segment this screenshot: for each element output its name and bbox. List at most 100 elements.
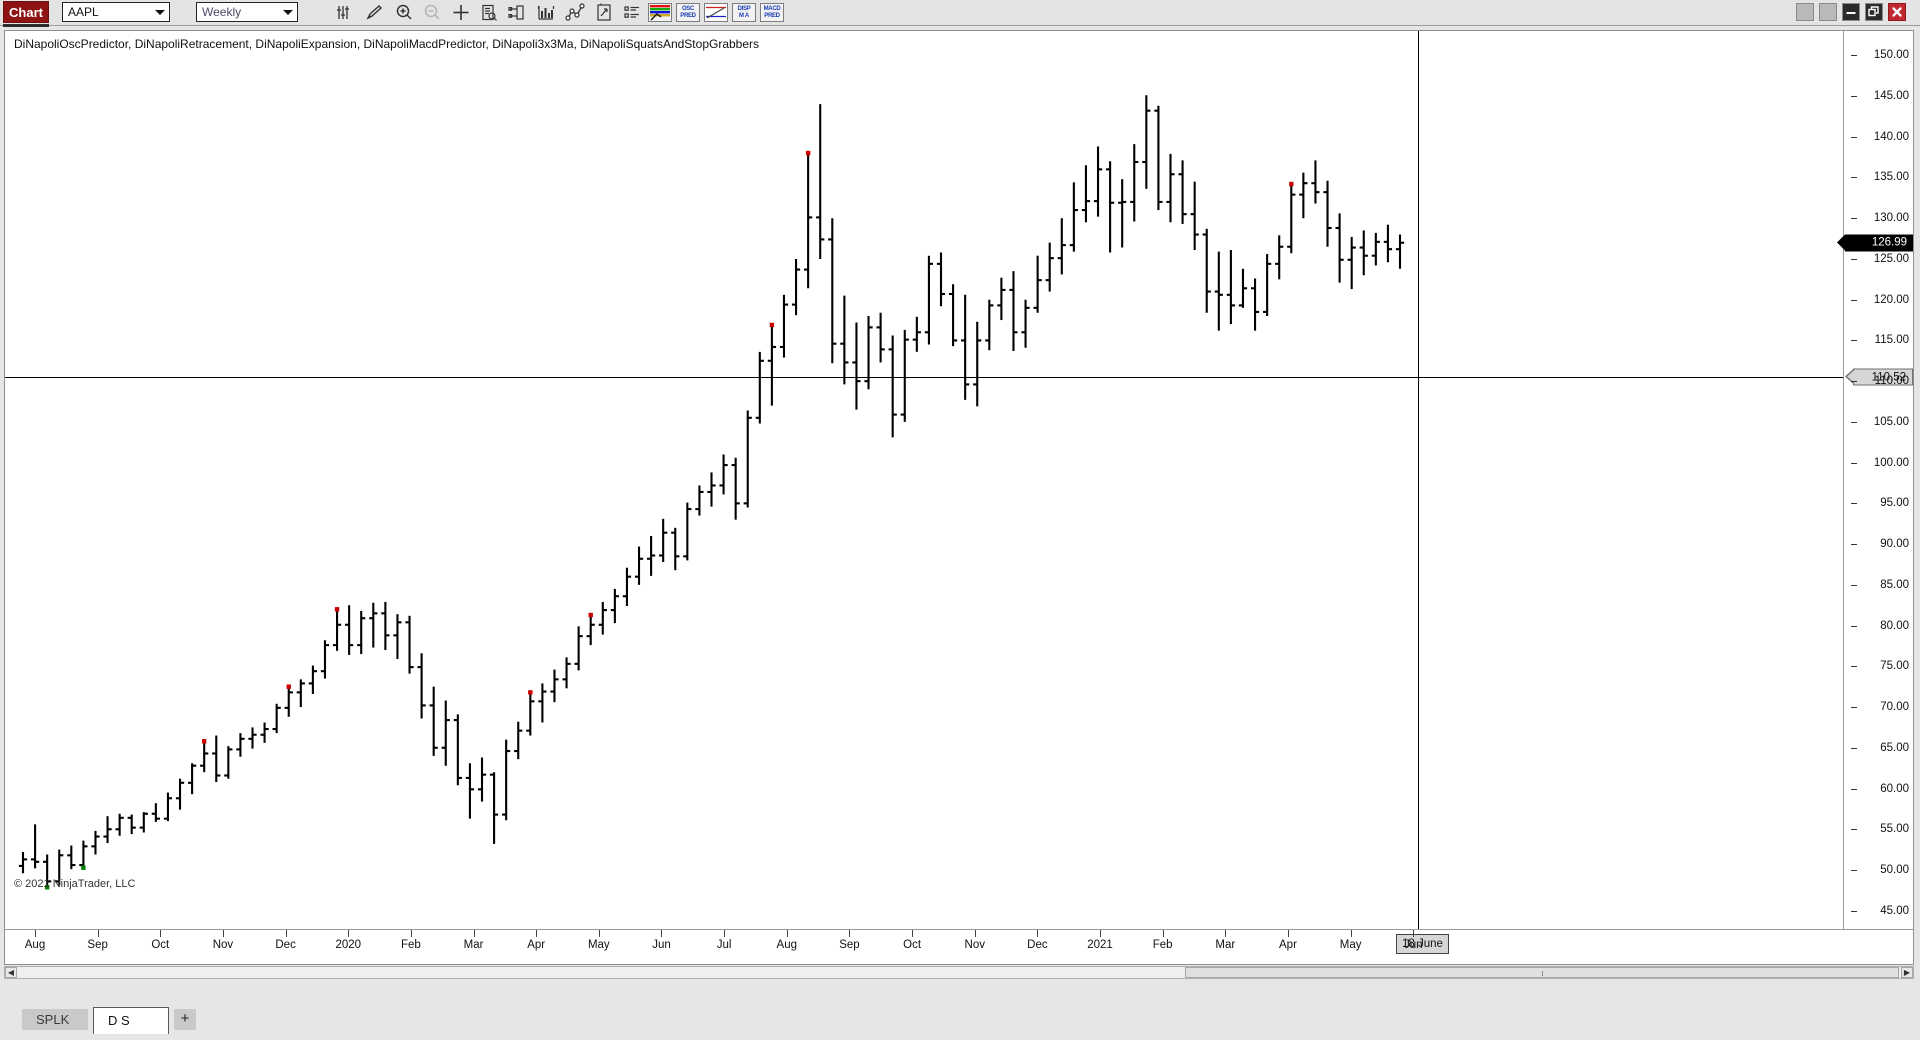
- scrollbar-thumb[interactable]: [1185, 967, 1899, 978]
- price-tick-label: 95.00: [1880, 497, 1909, 510]
- macd-predictor-label: MACD PRED: [763, 6, 781, 19]
- zoom-in-icon[interactable]: [393, 2, 415, 23]
- price-tick: [1851, 747, 1857, 749]
- price-tick: [1851, 136, 1857, 138]
- price-tick: [1851, 869, 1857, 871]
- price-tick-label: 135.00: [1873, 171, 1909, 184]
- data-series-icon[interactable]: [332, 2, 354, 23]
- time-tick-label: Sep: [87, 939, 108, 951]
- time-tick: [536, 930, 538, 937]
- time-tick-label: Nov: [212, 939, 234, 951]
- time-tick-label: Oct: [903, 939, 922, 951]
- price-tick-label: 60.00: [1880, 782, 1909, 795]
- horizontal-line-price-tag: 110.52: [1845, 368, 1913, 386]
- horizontal-scrollbar[interactable]: ◀ ▶: [4, 966, 1914, 979]
- crosshair-icon[interactable]: [450, 2, 472, 23]
- retracement-button[interactable]: [704, 3, 728, 22]
- price-tick-label: 120.00: [1873, 293, 1909, 306]
- crosshair-vertical-line: [1418, 31, 1419, 930]
- chart-toolbar: Chart AAPL Weekly: [0, 0, 1920, 27]
- price-axis[interactable]: 126.99 110.52 150.00 145.00 140.00 135.00 13…: [1837, 31, 1913, 930]
- time-tick: [285, 930, 287, 937]
- price-tick: [1851, 258, 1857, 260]
- time-tick-label: Apr: [1279, 939, 1297, 951]
- disp-ma-button[interactable]: DISP M A: [732, 3, 756, 22]
- price-tick: [1851, 544, 1857, 546]
- fib-expansion-button[interactable]: [648, 3, 672, 22]
- restore-button[interactable]: [1865, 3, 1883, 21]
- price-tick: [1851, 299, 1857, 301]
- chart-tab-bar: SPLK D S +: [0, 1001, 1920, 1040]
- price-tick: [1851, 340, 1857, 342]
- time-tick-label: Jun: [1403, 939, 1423, 951]
- crosshair-horizontal-line: [5, 376, 1843, 378]
- add-tab-button[interactable]: +: [174, 1009, 196, 1030]
- time-tick: [1225, 930, 1227, 937]
- price-tick-label: 90.00: [1880, 538, 1909, 551]
- price-tick-label: 45.00: [1880, 904, 1909, 917]
- time-tick: [912, 930, 914, 937]
- time-tick: [974, 930, 976, 937]
- price-tick-label: 130.00: [1873, 212, 1909, 225]
- chart-panel: DiNapoliOscPredictor, DiNapoliRetracemen…: [4, 30, 1914, 965]
- price-tick-label: 105.00: [1873, 415, 1909, 428]
- price-tick-label: 55.00: [1880, 823, 1909, 836]
- time-tick-label: Nov: [964, 939, 985, 951]
- drawing-tools-icon[interactable]: [363, 2, 385, 23]
- list-icon[interactable]: [621, 2, 643, 23]
- time-tick-label: 2020: [335, 939, 362, 951]
- minimize-button[interactable]: [1842, 3, 1860, 21]
- data-box-icon[interactable]: [478, 2, 500, 23]
- time-tick-label: Feb: [1152, 939, 1173, 951]
- tab-splk-label: SPLK: [36, 1012, 70, 1027]
- chevron-down-icon: [283, 10, 293, 15]
- properties-icon[interactable]: [506, 2, 528, 23]
- tab-splk[interactable]: SPLK: [22, 1009, 88, 1030]
- interval-selector[interactable]: Weekly: [196, 2, 298, 22]
- time-tick: [849, 930, 851, 937]
- tab-ds[interactable]: D S: [93, 1007, 169, 1034]
- time-tick: [222, 930, 224, 937]
- time-tick-label: Feb: [400, 939, 421, 951]
- disp-ma-label: DISP M A: [737, 6, 751, 19]
- price-tick-label: 115.00: [1874, 334, 1909, 347]
- time-tick: [1287, 930, 1289, 937]
- scroll-left-arrow[interactable]: ◀: [5, 967, 17, 978]
- macd-predictor-button[interactable]: MACD PRED: [760, 3, 784, 22]
- time-tick-label: Aug: [776, 939, 798, 951]
- price-tick-label: 125.00: [1873, 252, 1909, 265]
- strategies-icon[interactable]: [564, 2, 586, 23]
- price-tick: [1851, 625, 1857, 627]
- zoom-out-icon[interactable]: [421, 2, 443, 23]
- price-tick-label: 145.00: [1873, 90, 1909, 103]
- instrument-selector[interactable]: AAPL: [62, 2, 170, 22]
- templates-icon[interactable]: [593, 2, 615, 23]
- crosshair-time-tag: 18 June: [1396, 934, 1449, 954]
- time-tick-label: May: [587, 939, 610, 951]
- price-tick-label: 150.00: [1873, 49, 1909, 62]
- scroll-right-arrow[interactable]: ▶: [1901, 967, 1913, 978]
- window-placeholder-2-button[interactable]: [1819, 3, 1837, 21]
- chevron-down-icon: [155, 10, 165, 15]
- instrument-value: AAPL: [68, 5, 99, 19]
- price-tick: [1851, 381, 1857, 383]
- osc-predictor-button[interactable]: OSC PRED: [676, 3, 700, 22]
- price-tick: [1851, 421, 1857, 423]
- price-tick: [1851, 666, 1857, 668]
- time-tick: [786, 930, 788, 937]
- chart-window-badge: Chart: [3, 1, 49, 27]
- indicators-icon[interactable]: [535, 2, 557, 23]
- time-tick: [1037, 930, 1039, 937]
- price-tick-label: 100.00: [1873, 456, 1909, 469]
- time-axis[interactable]: 18 June Aug Sep Oct Nov Dec 2020 Feb Mar Apr May J…: [5, 929, 1913, 964]
- price-tick: [1851, 462, 1857, 464]
- time-tick: [97, 930, 99, 937]
- interval-value: Weekly: [202, 5, 242, 19]
- price-plot-area[interactable]: DiNapoliOscPredictor, DiNapoliRetracemen…: [5, 31, 1843, 930]
- price-tick-label: 50.00: [1880, 863, 1909, 876]
- price-tick: [1851, 503, 1857, 505]
- close-button[interactable]: [1888, 3, 1906, 21]
- window-placeholder-1-button[interactable]: [1796, 3, 1814, 21]
- time-tick-label: Mar: [463, 939, 484, 951]
- price-tick-label: 70.00: [1880, 701, 1909, 714]
